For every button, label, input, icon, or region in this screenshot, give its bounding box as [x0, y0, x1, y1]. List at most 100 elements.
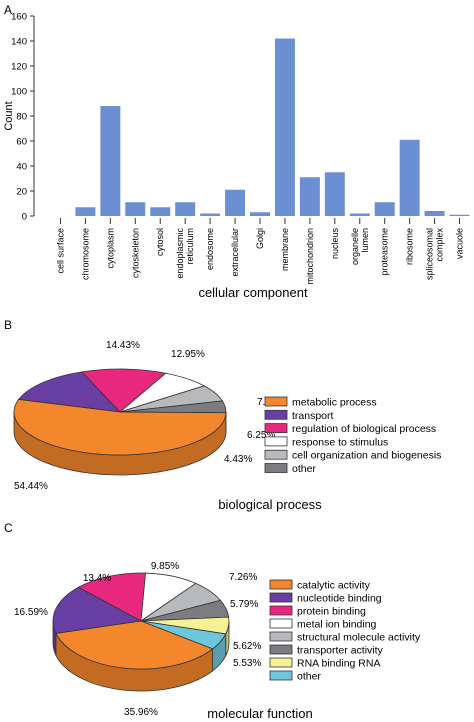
x-tick-label-vacuole: vacuole [455, 228, 465, 259]
panel-b-caption: biological process [218, 497, 322, 512]
pie-c-pct-label-transporter-activity: 5.79% [230, 599, 258, 610]
pie-b-pct-label-metabolic-process: 54.44% [14, 481, 48, 492]
bar-endosome [200, 213, 221, 216]
pie-b-pct-label-regulation-of-biological-process: 12.95% [171, 349, 205, 360]
bar-proteasome [374, 202, 395, 216]
panel-a-y-tick-label: 140 [11, 37, 27, 48]
bar-organelle-lumen [349, 213, 370, 216]
pie-b-legend-swatch-cell-organization-and-biogenesis [264, 449, 288, 460]
bar-extracellular [225, 189, 246, 216]
pie-c-legend-label-structural-molecule-activity: structural molecule activity [297, 632, 421, 644]
bar-spliceosomal-complex [424, 211, 445, 216]
pie-b-legend-swatch-other [264, 463, 288, 473]
pie-c-pct-label-other: 5.53% [233, 658, 261, 669]
pie-b-slice-metabolic-process [13, 399, 227, 456]
pie-b-slice-transport [17, 371, 122, 413]
x-tick-label-ribosome: ribosome [405, 228, 415, 265]
pie-b-legend-label-response-to-stimulus: response to stimulus [292, 436, 388, 448]
bar-endoplasmic-reticulum [175, 202, 196, 216]
x-tick-label-extracellular: extracellular [230, 228, 240, 277]
pie-c-legend-label-metal-ion-binding: metal ion binding [297, 619, 377, 631]
pie-b-pct-label-other: 4.43% [224, 454, 252, 465]
pie-b-slice-regulation-of-biological-process [81, 368, 167, 413]
pie-c-pct-label-nucleotide-binding: 16.59% [14, 607, 48, 618]
panel-a-y-tick-label: 40 [16, 162, 27, 173]
x-tick-label-spliceosomal-complex: spliceosomalcomplex [425, 228, 445, 281]
x-tick-label-cytosol: cytosol [155, 228, 165, 256]
x-tick-label-nucleus: nucleus [330, 228, 340, 260]
bar-vacuole [449, 214, 470, 216]
panel-a-y-tick-label: 20 [16, 187, 27, 198]
pie-b-legend-label-metabolic-process: metabolic process [292, 397, 377, 409]
pie-c-legend-swatch-other [269, 670, 293, 681]
bar-ribosome [399, 139, 420, 216]
panel-c-caption: molecular function [207, 706, 313, 721]
panel-c-label: C [4, 521, 13, 535]
pie-b-pct-label-transport: 14.43% [106, 340, 140, 351]
pie-c-slice-protein-binding [77, 572, 146, 622]
bar-membrane [274, 38, 295, 216]
panel-a-label: A [4, 3, 12, 17]
pie-c-pct-label-structural-molecule-activity: 7.26% [229, 572, 257, 583]
pie-b-legend-swatch-regulation-of-biological-process [264, 423, 288, 434]
pie-c-legend-label-rna-binding-rna: RNA binding RNA [297, 658, 380, 670]
pie-c-legend-swatch-nucleotide-binding [269, 592, 293, 603]
pie-c-legend-swatch-transporter-activity [269, 644, 293, 655]
bar-chromosome [75, 207, 96, 216]
panel-c-pie-chart: C molecular function 35.96% 16.59% 13.4% 9.… [4, 521, 421, 721]
pie-c-legend-swatch-metal-ion-binding [269, 618, 293, 629]
pie-c-pct-label-catalytic-activity: 35.96% [124, 707, 158, 718]
x-tick-label-membrane: membrane [280, 228, 290, 271]
pie-b-legend-swatch-metabolic-process [264, 396, 288, 407]
x-tick-label-chromosome: chromosome [80, 228, 90, 280]
panel-a-y-tick-label: 100 [11, 87, 27, 98]
x-tick-label-endoplasmic-reticulum: endoplasmicreticulum [175, 228, 195, 279]
x-tick-label-endosome: endosome [205, 228, 215, 270]
panel-a-bar-chart: A Count cellular component 0 20 40 60 80 100 1… [3, 3, 470, 300]
panel-a-y-axis-label: Count [3, 101, 15, 130]
pie-b-legend-label-transport: transport [292, 410, 334, 422]
pie-b-legend-label-other: other [292, 463, 316, 475]
pie-b-legend-label-cell-organization-and-biogenesis: cell organization and biogenesis [292, 450, 441, 462]
panel-a-y-tick-label: 120 [11, 62, 27, 73]
panel-a-x-axis-label: cellular component [198, 285, 308, 300]
pie-c-legend-label-protein-binding: protein binding [297, 606, 366, 618]
bar-nucleus [324, 172, 345, 216]
panel-a-y-tick-label: 60 [16, 137, 27, 148]
x-tick-label-golgi: Golgi [255, 228, 265, 249]
pie-c-legend-label-catalytic-activity: catalytic activity [297, 580, 371, 592]
pie-b-legend-swatch-transport [264, 409, 288, 420]
panel-a-y-tick-label: 160 [11, 12, 27, 23]
pie-c-legend-swatch-catalytic-activity [269, 579, 293, 590]
x-tick-label-cytoskeleton: cytoskeleton [130, 228, 140, 278]
pie-c-slice-catalytic-activity [55, 620, 214, 670]
x-tick-label-proteasome: proteasome [380, 228, 390, 276]
pie-b-legend-swatch-response-to-stimulus [264, 436, 288, 447]
x-tick-label-mitochondrion: mitochondrion [305, 228, 315, 285]
pie-c-pct-label-rna-binding-rna: 5.62% [233, 641, 261, 652]
pie-c-pct-label-metal-ion-binding: 9.85% [151, 561, 179, 572]
pie-c-legend-label-transporter-activity: transporter activity [297, 645, 384, 657]
bar-cytoplasm [100, 106, 121, 216]
pie-c-slice-nucleotide-binding [52, 586, 143, 634]
x-tick-label-organelle-lumen: organellelumen [350, 228, 370, 265]
panel-b-pie-chart: B biological process 54.44%14.43%12.95%7… [4, 318, 441, 512]
pie-c-legend-label-other: other [297, 671, 321, 683]
panel-b-label: B [4, 318, 12, 332]
pie-c-legend-swatch-rna-binding-rna [269, 657, 293, 668]
pie-b-pct-label-cell-organization-and-biogenesis: 6.25% [247, 430, 275, 441]
x-tick-label-cytoplasm: cytoplasm [105, 228, 115, 269]
pie-c-pct-label-protein-binding: 13.4% [83, 573, 111, 584]
bar-golgi [250, 212, 270, 216]
bar-cytosol [150, 207, 171, 216]
bar-mitochondrion [299, 177, 320, 216]
panel-a-y-tick-label: 80 [16, 112, 27, 123]
pie-b-legend-label-regulation-of-biological-process: regulation of biological process [292, 423, 436, 435]
x-tick-label-cell-surface: cell surface [55, 228, 65, 274]
pie-c-legend-swatch-structural-molecule-activity [269, 631, 293, 642]
pie-c-legend-label-nucleotide-binding: nucleotide binding [297, 593, 382, 605]
panel-a-y-tick-label: 0 [22, 212, 27, 223]
pie-c-legend-swatch-protein-binding [269, 605, 293, 616]
bar-cytoskeleton [125, 202, 146, 216]
